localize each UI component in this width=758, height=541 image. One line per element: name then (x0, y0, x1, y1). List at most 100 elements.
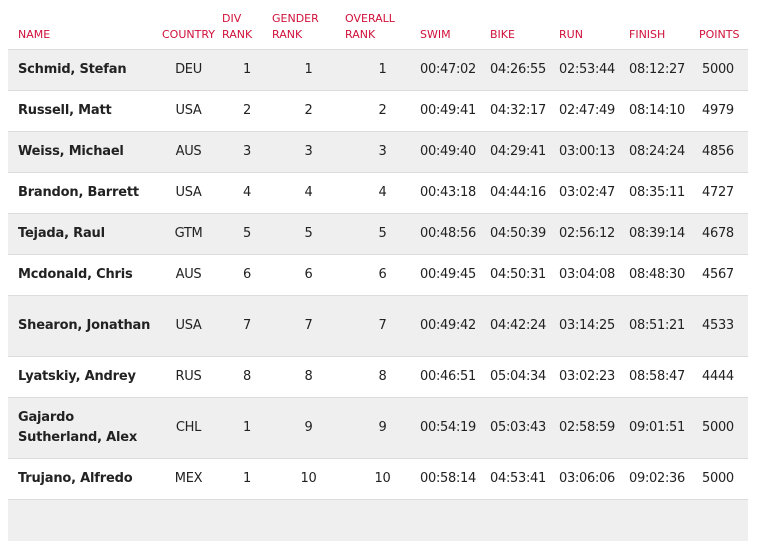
gender-rank-cell: 1 (272, 49, 345, 91)
gender-rank-cell: 7 (272, 295, 345, 357)
header-finish[interactable]: FINISH (629, 0, 699, 50)
run-time-cell: 03:00:13 (559, 131, 629, 173)
bike-time-cell: 04:50:39 (490, 213, 559, 255)
run-time-cell: 03:02:23 (559, 356, 629, 398)
empty-cell (222, 499, 272, 541)
swim-time-cell: 00:43:18 (420, 172, 490, 214)
div-rank-cell: 3 (222, 131, 272, 173)
header-points[interactable]: POINTS (699, 0, 748, 50)
run-time-cell: 03:02:47 (559, 172, 629, 214)
header-country-label: COUNTRY (162, 28, 215, 41)
empty-cell (629, 499, 699, 541)
empty-cell (272, 499, 345, 541)
swim-time-cell: 00:49:40 (420, 131, 490, 173)
run-time-cell: 02:56:12 (559, 213, 629, 255)
athlete-name[interactable]: Mcdonald, Chris (8, 254, 155, 296)
table-row: Trujano, Alfredo MEX 1 10 10 00:58:14 04… (8, 458, 748, 500)
bike-time-cell: 04:26:55 (490, 49, 559, 91)
div-rank-cell: 7 (222, 295, 272, 357)
header-swim-label: SWIM (420, 28, 451, 41)
points-cell: 4727 (699, 172, 748, 214)
country-cell: AUS (155, 131, 222, 173)
athlete-name[interactable]: Shearon, Jonathan (8, 295, 155, 357)
table-row: Mcdonald, Chris AUS 6 6 6 00:49:45 04:50… (8, 254, 748, 296)
country-cell: GTM (155, 213, 222, 255)
overall-rank-cell: 5 (345, 213, 420, 255)
athlete-name[interactable]: Tejada, Raul (8, 213, 155, 255)
run-time-cell: 03:14:25 (559, 295, 629, 357)
empty-cell (155, 499, 222, 541)
finish-time-cell: 08:35:11 (629, 172, 699, 214)
header-overall-rank[interactable]: OVERALL RANK (345, 0, 420, 50)
points-cell: 4567 (699, 254, 748, 296)
gender-rank-cell: 9 (272, 397, 345, 459)
athlete-name[interactable]: Schmid, Stefan (8, 49, 155, 91)
gender-rank-cell: 2 (272, 90, 345, 132)
div-rank-cell: 1 (222, 458, 272, 500)
finish-time-cell: 08:58:47 (629, 356, 699, 398)
bike-time-cell: 04:29:41 (490, 131, 559, 173)
finish-time-cell: 08:48:30 (629, 254, 699, 296)
div-rank-cell: 5 (222, 213, 272, 255)
run-time-cell: 03:04:08 (559, 254, 629, 296)
empty-cell (490, 499, 559, 541)
header-row: NAME COUNTRY DIV RANK GENDER RANK OVERAL… (8, 0, 748, 50)
empty-cell (345, 499, 420, 541)
swim-time-cell: 00:49:42 (420, 295, 490, 357)
country-cell: USA (155, 172, 222, 214)
points-cell: 5000 (699, 397, 748, 459)
athlete-name[interactable]: Lyatskiy, Andrey (8, 356, 155, 398)
header-swim[interactable]: SWIM (420, 0, 490, 50)
header-div-rank[interactable]: DIV RANK (222, 0, 272, 50)
run-time-cell: 03:06:06 (559, 458, 629, 500)
table-row: Lyatskiy, Andrey RUS 8 8 8 00:46:51 05:0… (8, 356, 748, 398)
table-row: Brandon, Barrett USA 4 4 4 00:43:18 04:4… (8, 172, 748, 214)
country-cell: MEX (155, 458, 222, 500)
header-gender-rank-line-1: GENDER (272, 12, 319, 25)
athlete-name[interactable]: Weiss, Michael (8, 131, 155, 173)
div-rank-cell: 1 (222, 49, 272, 91)
finish-time-cell: 09:01:51 (629, 397, 699, 459)
table-row: Weiss, Michael AUS 3 3 3 00:49:40 04:29:… (8, 131, 748, 173)
athlete-name[interactable]: Trujano, Alfredo (8, 458, 155, 500)
overall-rank-cell: 1 (345, 49, 420, 91)
header-name-label: NAME (18, 28, 51, 41)
athlete-name[interactable]: Brandon, Barrett (8, 172, 155, 214)
overall-rank-cell: 8 (345, 356, 420, 398)
finish-time-cell: 09:02:36 (629, 458, 699, 500)
header-run[interactable]: RUN (559, 0, 629, 50)
gender-rank-cell: 3 (272, 131, 345, 173)
bike-time-cell: 04:44:16 (490, 172, 559, 214)
overall-rank-cell: 6 (345, 254, 420, 296)
table-row: Schmid, Stefan DEU 1 1 1 00:47:02 04:26:… (8, 49, 748, 91)
header-bike-label: BIKE (490, 28, 515, 41)
header-country[interactable]: COUNTRY (155, 0, 222, 50)
overall-rank-cell: 7 (345, 295, 420, 357)
overall-rank-cell: 10 (345, 458, 420, 500)
athlete-name[interactable]: Russell, Matt (8, 90, 155, 132)
table-row: Russell, Matt USA 2 2 2 00:49:41 04:32:1… (8, 90, 748, 132)
header-name[interactable]: NAME (8, 0, 155, 50)
country-cell: DEU (155, 49, 222, 91)
overall-rank-cell: 9 (345, 397, 420, 459)
header-bike[interactable]: BIKE (490, 0, 559, 50)
div-rank-cell: 2 (222, 90, 272, 132)
header-div-rank-line-2: RANK (222, 28, 253, 41)
run-time-cell: 02:47:49 (559, 90, 629, 132)
bike-time-cell: 04:53:41 (490, 458, 559, 500)
bike-time-cell: 04:42:24 (490, 295, 559, 357)
country-cell: CHL (155, 397, 222, 459)
swim-time-cell: 00:48:56 (420, 213, 490, 255)
header-gender-rank[interactable]: GENDER RANK (272, 0, 345, 50)
athlete-name[interactable]: Gajardo Sutherland, Alex (8, 397, 155, 459)
overall-rank-cell: 4 (345, 172, 420, 214)
header-run-label: RUN (559, 28, 583, 41)
table-row: Tejada, Raul GTM 5 5 5 00:48:56 04:50:39… (8, 213, 748, 255)
empty-cell (420, 499, 490, 541)
empty-cell (699, 499, 748, 541)
swim-time-cell: 00:46:51 (420, 356, 490, 398)
results-table: NAME COUNTRY DIV RANK GENDER RANK OVERAL… (8, 0, 748, 541)
country-cell: USA (155, 295, 222, 357)
gender-rank-cell: 5 (272, 213, 345, 255)
gender-rank-cell: 6 (272, 254, 345, 296)
